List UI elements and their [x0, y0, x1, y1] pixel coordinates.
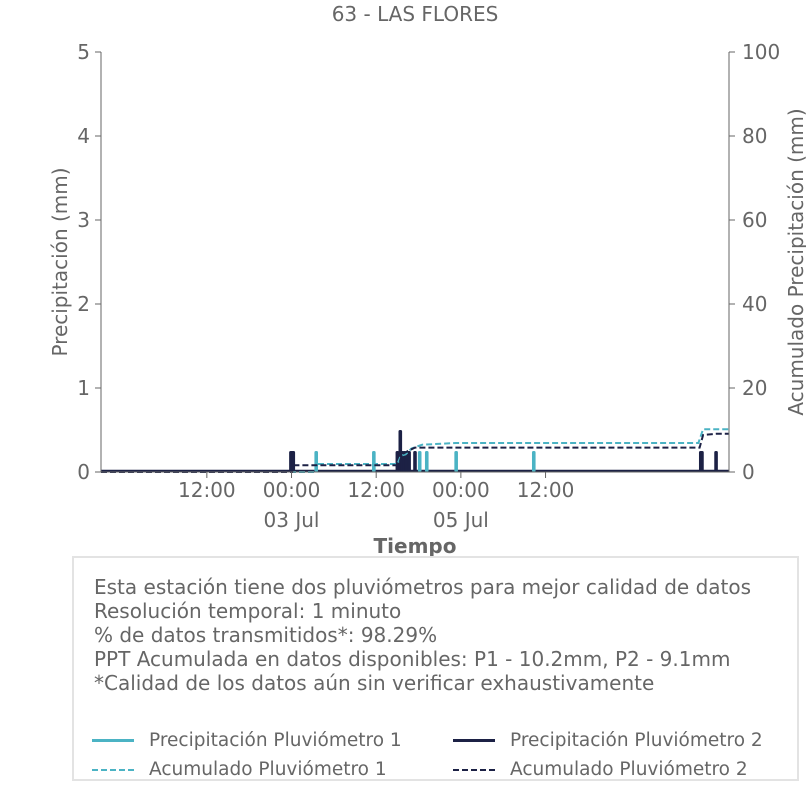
legend-item-p1-acum[interactable]: Acumulado Pluviómetro 1 — [92, 759, 387, 780]
info-line-transmitted: % de datos transmitidos*: 98.29% — [94, 623, 438, 647]
bar-p2 — [413, 451, 417, 472]
y-tick-label: 2 — [77, 292, 90, 316]
legend-item-p1-precip[interactable]: Precipitación Pluviómetro 1 — [92, 730, 402, 751]
y-tick-label: 4 — [77, 124, 90, 148]
legend-swatch-p2-acum — [453, 768, 495, 771]
x-tick-date-label: 03 Jul — [264, 508, 320, 532]
legend-label: Acumulado Pluviómetro 2 — [510, 759, 748, 780]
info-line-accumulated: PPT Acumulada en datos disponibles: P1 -… — [94, 647, 731, 671]
y2-tick-label: 100 — [742, 40, 780, 64]
x-tick-date-label: 05 Jul — [433, 508, 489, 532]
bar-p2 — [291, 451, 296, 472]
x-tick-label: 12:00 — [347, 478, 405, 502]
y-tick-label: 0 — [77, 460, 90, 484]
chart-title: 63 - LAS FLORES — [332, 2, 499, 26]
y2-tick-label: 20 — [742, 376, 767, 400]
legend-label: Precipitación Pluviómetro 2 — [510, 730, 763, 751]
info-line-quality-note: *Calidad de los datos aún sin verificar … — [94, 671, 655, 695]
y-tick-label: 5 — [77, 40, 90, 64]
legend: Precipitación Pluviómetro 1 Precipitació… — [92, 730, 792, 790]
x-tick-label: 12:00 — [517, 478, 575, 502]
bar-p1 — [531, 451, 536, 472]
y2-axis-label: Acumulado Precipitación (mm) — [784, 108, 806, 415]
legend-label: Acumulado Pluviómetro 1 — [149, 759, 387, 780]
x-tick-label: 00:00 — [263, 478, 321, 502]
bar-p1 — [372, 451, 376, 472]
info-legend-box: Esta estación tiene dos pluviómetros par… — [72, 556, 799, 781]
legend-swatch-p1-precip — [92, 739, 134, 742]
y-tick-label: 3 — [77, 208, 90, 232]
bar-p2 — [714, 451, 718, 472]
bar-p1 — [424, 451, 429, 472]
legend-swatch-p2-precip — [453, 739, 495, 742]
info-line-two-gauges: Esta estación tiene dos pluviómetros par… — [94, 575, 752, 599]
station-info: Esta estación tiene dos pluviómetros par… — [94, 575, 751, 695]
y-axis-label: Precipitación (mm) — [48, 167, 72, 356]
precipitation-chart: 63 - LAS FLORES 0 1 2 3 4 5 0 20 40 60 80 100 12:00 0… — [48, 2, 806, 558]
x-tick-label: 12:00 — [178, 478, 236, 502]
bar-p2 — [407, 451, 411, 472]
bar-p1 — [454, 451, 458, 472]
x-tick-label: 00:00 — [432, 478, 490, 502]
y2-tick-label: 80 — [742, 124, 767, 148]
bar-p2 — [700, 451, 704, 472]
legend-label: Precipitación Pluviómetro 1 — [149, 730, 402, 751]
legend-swatch-p1-acum — [92, 768, 134, 771]
line-acum-p2 — [101, 432, 729, 473]
y2-tick-label: 0 — [742, 460, 755, 484]
legend-item-p2-precip[interactable]: Precipitación Pluviómetro 2 — [453, 730, 763, 751]
y2-tick-label: 40 — [742, 292, 767, 316]
y-tick-label: 1 — [77, 376, 90, 400]
bar-p1 — [417, 451, 422, 472]
x-axis-label: Tiempo — [374, 534, 457, 558]
legend-item-p2-acum[interactable]: Acumulado Pluviómetro 2 — [453, 759, 748, 780]
y2-tick-label: 60 — [742, 208, 767, 232]
info-line-resolution: Resolución temporal: 1 minuto — [94, 599, 402, 623]
